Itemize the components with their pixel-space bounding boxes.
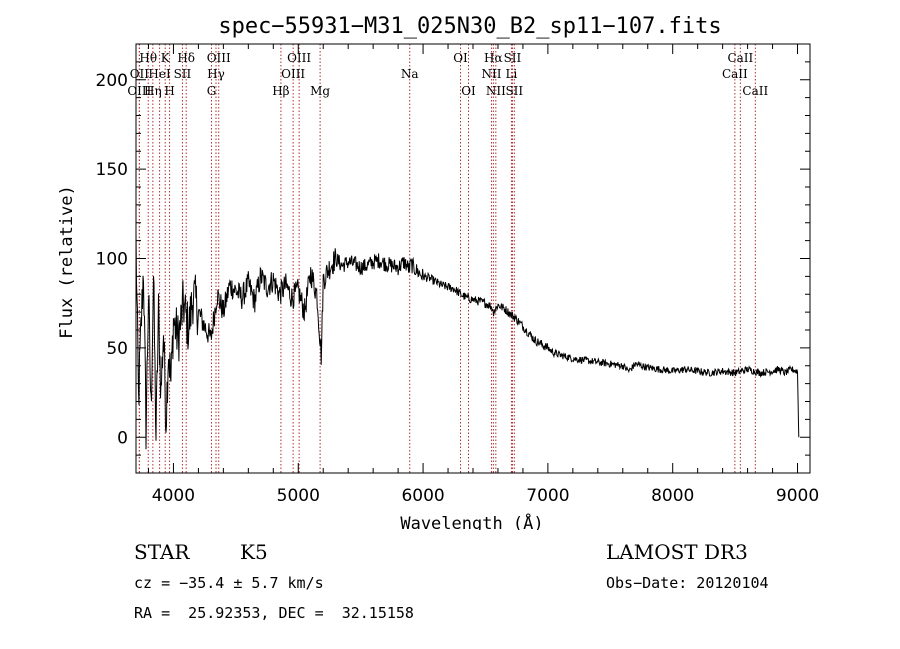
x-axis-label: Wavelength (Å) [400, 512, 543, 530]
line-label-18: OI [461, 84, 476, 98]
line-label-0: Hθ [139, 51, 157, 65]
y-tick-label-3: 150 [96, 160, 128, 180]
line-label-8: H [164, 84, 174, 98]
line-label-15: Mg [310, 84, 330, 98]
line-label-3: K [161, 51, 171, 65]
line-label-11: G [207, 84, 217, 98]
axis-ticks [136, 44, 810, 473]
x-tick-label-1: 5000 [277, 486, 320, 506]
observation-date: Obs−Date: 20120104 [606, 574, 769, 592]
line-label-25: CaII [727, 51, 753, 65]
chart-title: spec−55931−M31_025N30_B2_sp11−107.fits [218, 14, 721, 39]
object-class: STAR [134, 540, 190, 564]
line-label-27: CaII [742, 84, 768, 98]
x-tick-label-2: 6000 [401, 486, 444, 506]
plot-frame [135, 43, 811, 474]
y-tick-label-0: 0 [117, 428, 128, 448]
survey-name: LAMOST DR3 [606, 540, 748, 564]
line-label-16: Na [401, 67, 419, 81]
line-label-26: CaII [722, 67, 748, 81]
line-label-5: Hη [144, 84, 162, 98]
spectral-line-markers [138, 44, 756, 473]
line-label-24: SII [505, 84, 523, 98]
line-label-7: SII [174, 67, 192, 81]
line-label-21: NII [481, 67, 501, 81]
line-label-22: Li [506, 67, 518, 81]
line-label-6: Hδ [177, 51, 195, 65]
y-tick-label-1: 50 [106, 339, 128, 359]
line-label-23: NII [486, 84, 506, 98]
x-tick-label-0: 4000 [152, 486, 195, 506]
spectrum-chart: spec−55931−M31_025N30_B2_sp11−107.fits H… [57, 14, 820, 530]
line-label-19: Hα [484, 51, 503, 65]
redshift-velocity: cz = −35.4 ± 5.7 km/s [134, 574, 324, 592]
line-label-4: HeI [148, 67, 171, 81]
line-label-10: Hγ [207, 67, 225, 81]
x-tick-label-3: 7000 [526, 486, 569, 506]
line-label-1: OII [130, 67, 150, 81]
flux-series-line [135, 232, 800, 450]
y-tick-label-4: 200 [96, 71, 128, 91]
object-subclass: K5 [240, 540, 268, 564]
line-label-17: OI [453, 51, 468, 65]
line-label-20: SII [504, 51, 522, 65]
axis-tick-labels: 4000 5000 6000 7000 8000 9000 0 50 100 150 200 [96, 71, 820, 506]
x-tick-label-5: 9000 [776, 486, 819, 506]
line-label-12: OIII [287, 51, 311, 65]
coordinates: RA = 25.92353, DEC = 32.15158 [134, 604, 414, 622]
line-label-2: OIII [127, 84, 151, 98]
line-label-13: OIII [281, 67, 305, 81]
y-axis-label: Flux (relative) [57, 185, 77, 339]
line-label-9: OIII [207, 51, 231, 65]
y-tick-label-2: 100 [96, 250, 128, 270]
line-label-14: Hβ [272, 84, 289, 98]
x-tick-label-4: 8000 [651, 486, 694, 506]
